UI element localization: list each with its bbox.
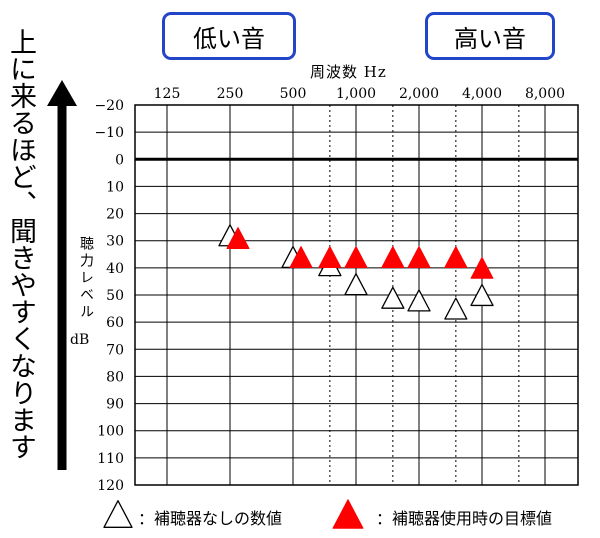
y-tick-label: 50 <box>106 288 124 304</box>
unaided-threshold-point <box>444 297 468 320</box>
aided-target-point <box>226 227 250 249</box>
x-tick-label: 8,000 <box>525 86 565 102</box>
y-axis-title: 聴力レベル <box>78 236 94 321</box>
legend-unaided-label: ：補聴器なしの数値 <box>138 509 283 528</box>
x-tick-label: 500 <box>280 86 307 102</box>
y-tick-label: −10 <box>94 125 124 141</box>
low-sound-badge: 低い音 <box>162 12 296 60</box>
y-tick-label: 0 <box>115 152 124 168</box>
x-tick-label: 2,000 <box>399 86 439 102</box>
y-tick-label: 20 <box>106 207 124 223</box>
x-tick-label: 250 <box>217 86 244 102</box>
aided-target-point <box>344 246 368 268</box>
aided-target-point <box>289 246 313 268</box>
low-sound-label: 低い音 <box>193 24 265 53</box>
unaided-threshold-point <box>407 289 431 312</box>
legend-aided-label: ：補聴器使用時の目標値 <box>376 509 553 528</box>
y-tick-label: 80 <box>106 369 124 385</box>
side-explanation-text: 上に来るほど、聞きやすくなります <box>5 28 36 460</box>
y-tick-label: 40 <box>106 261 124 277</box>
high-sound-badge: 高い音 <box>425 12 555 60</box>
unaided-threshold-point <box>381 286 405 309</box>
x-axis-title: 周波数 Hz <box>310 63 387 81</box>
y-tick-label: 100 <box>97 424 124 440</box>
aided-target-point <box>381 246 405 268</box>
y-tick-label: 90 <box>106 397 124 413</box>
y-tick-label: 110 <box>97 451 124 467</box>
aided-target-point <box>318 246 342 268</box>
y-tick-label: 120 <box>97 478 124 494</box>
unaided-threshold-point <box>470 283 494 307</box>
legend-aided-marker <box>332 499 364 529</box>
high-sound-label: 高い音 <box>454 24 526 53</box>
aided-target-point <box>444 246 468 268</box>
up-arrow-head <box>47 80 77 106</box>
legend-unaided-marker <box>103 500 133 528</box>
unaided-threshold-point <box>344 273 368 296</box>
y-tick-label: 10 <box>106 179 124 195</box>
y-tick-label: 30 <box>106 234 124 250</box>
aided-target-point <box>470 256 494 279</box>
aided-target-point <box>407 246 431 268</box>
x-tick-label: 1,000 <box>336 86 376 102</box>
x-tick-label: 4,000 <box>462 86 502 102</box>
y-tick-label: 70 <box>106 342 124 358</box>
y-tick-label: 60 <box>106 315 124 331</box>
y-tick-label: −20 <box>94 98 124 114</box>
x-tick-label: 125 <box>154 86 181 102</box>
y-axis-unit: dB <box>70 332 90 348</box>
